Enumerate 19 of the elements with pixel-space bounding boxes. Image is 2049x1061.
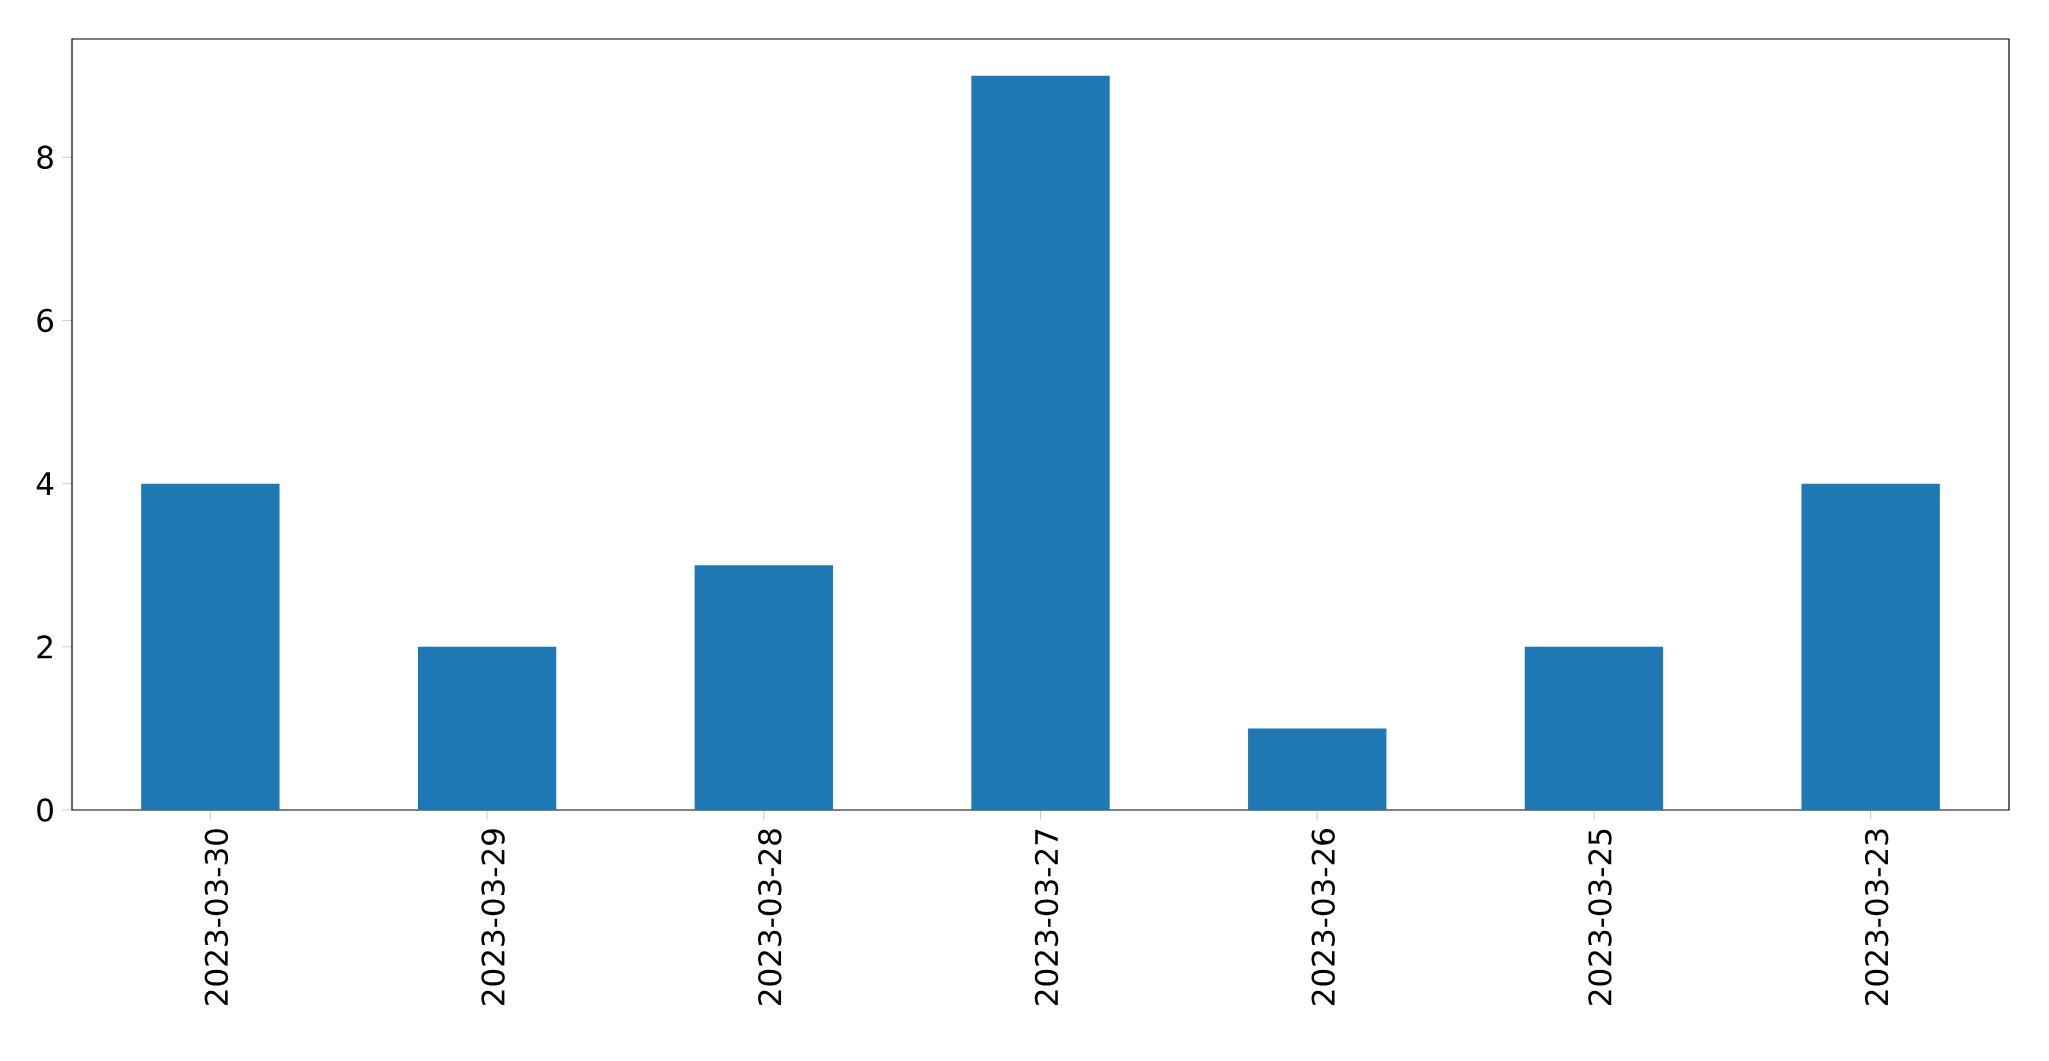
y-tick-label: 2 [37,635,52,659]
x-tick-label: 2023-03-23 [1864,829,1889,1005]
bar [1524,646,1664,810]
y-tick-label: 6 [37,308,53,333]
bar [417,646,557,810]
y-tick-label: 0 [37,798,53,822]
bar [141,483,280,810]
bar [1801,483,1940,810]
x-tick-label: 2023-03-26 [1311,829,1335,1005]
x-tick-label: 2023-03-27 [1034,829,1059,1005]
x-tick-label: 2023-03-25 [1588,829,1612,1005]
bar [1248,728,1387,810]
bar [694,565,833,810]
x-tick-label: 2023-03-28 [758,829,782,1005]
bar [971,75,1110,810]
y-tick-label: 8 [37,145,53,170]
x-tick-label: 2023-03-30 [204,829,229,1005]
x-tick-label: 2023-03-29 [481,829,505,1005]
y-tick-label: 4 [36,472,54,495]
